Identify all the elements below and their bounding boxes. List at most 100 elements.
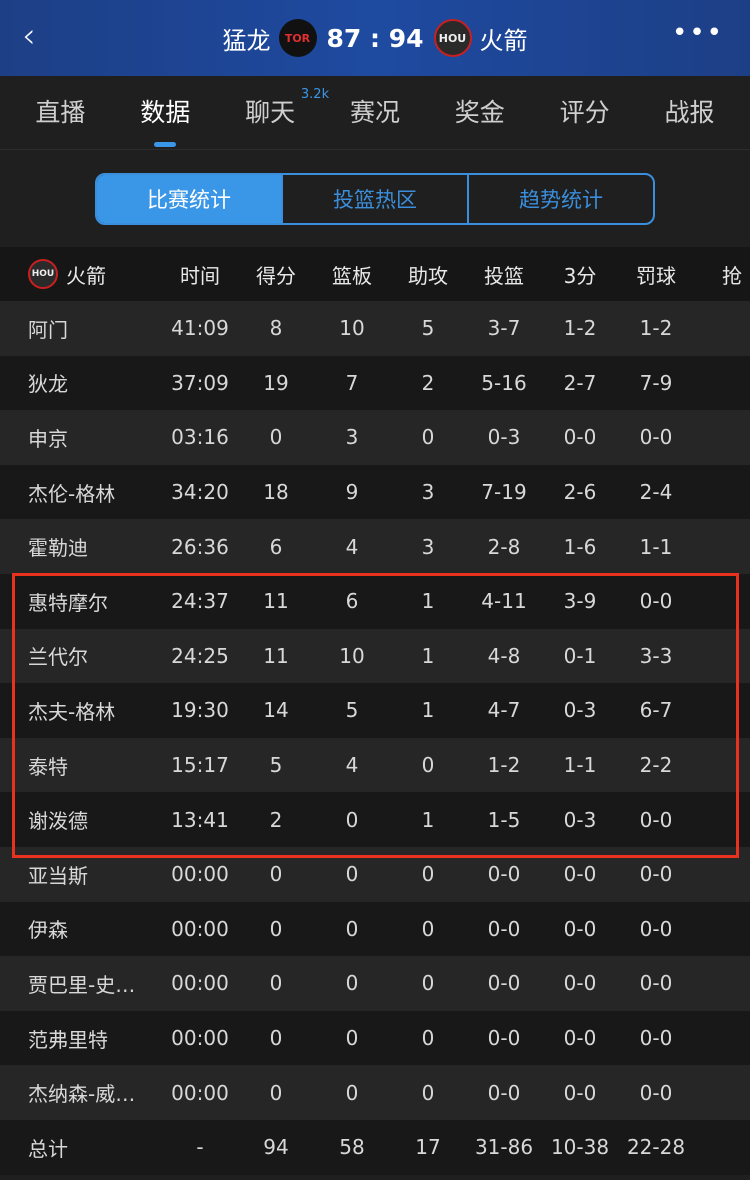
tab-2[interactable]: 聊天 3.2k — [245, 87, 329, 133]
stat-cell: 4 — [314, 737, 390, 793]
column-header[interactable]: 篮板 — [314, 247, 390, 301]
stat-cell: 9 — [314, 464, 390, 520]
table-row[interactable]: 申京 03:16 0 3 0 0-3 0-0 0-0 — [0, 410, 750, 465]
column-header[interactable]: 抢 — [694, 247, 750, 301]
stat-cell: 19:30 — [162, 683, 238, 738]
tab-label: 奖金 — [454, 97, 505, 127]
stat-cell: 00:00 — [162, 901, 238, 957]
stat-cell: 2-7 — [542, 355, 618, 411]
tab-6[interactable]: 战报 — [664, 93, 714, 133]
stat-cell: 0 — [238, 410, 314, 465]
segment-1[interactable]: 投篮热区 — [281, 174, 467, 223]
segment-0[interactable]: 比赛统计 — [97, 174, 281, 223]
chevron-left-icon[interactable]: ‹ — [22, 16, 36, 56]
stat-cell: 1-2 — [542, 301, 618, 356]
stat-cell: 0-3 — [542, 683, 618, 738]
stat-cell: 1-5 — [466, 792, 542, 847]
stat-cell: 41:09 — [162, 301, 238, 356]
segment-2[interactable]: 趋势统计 — [467, 174, 653, 223]
stats-segmented-control: 比赛统计 投篮热区 趋势统计 — [95, 172, 655, 225]
column-header[interactable]: 时间 — [162, 247, 238, 301]
stat-cell: 0 — [390, 956, 466, 1011]
chat-count-badge: 3.2k — [300, 86, 330, 102]
table-row[interactable]: 泰特 15:17 5 4 0 1-2 1-1 2-2 — [0, 737, 750, 793]
stat-cell: 0 — [390, 846, 466, 902]
stat-cell: 2-8 — [466, 519, 542, 574]
player-name: 申京 — [0, 410, 162, 465]
tab-label: 战报 — [664, 97, 715, 127]
stat-cell: 13:41 — [162, 792, 238, 847]
tab-0[interactable]: 直播 — [35, 93, 85, 133]
table-row[interactable]: 阿门 41:09 8 10 5 3-7 1-2 1-2 — [0, 301, 750, 356]
stat-cell: 1-2 — [466, 737, 542, 793]
stat-cell: 0 — [390, 1065, 466, 1120]
column-header[interactable]: 助攻 — [390, 247, 466, 301]
stat-cell: 1-2 — [618, 301, 694, 356]
stat-cell: 3-9 — [542, 573, 618, 629]
tab-label: 聊天 — [245, 97, 296, 127]
column-header[interactable]: 罚球 — [618, 247, 694, 301]
stat-cell: 0 — [238, 1010, 314, 1066]
table-row[interactable]: 亚当斯 00:00 0 0 0 0-0 0-0 0-0 — [0, 846, 750, 902]
tab-label: 赛况 — [349, 97, 400, 127]
stat-cell: 0-0 — [542, 956, 618, 1011]
table-row[interactable]: 杰纳森-威… 00:00 0 0 0 0-0 0-0 0-0 — [0, 1065, 750, 1120]
player-name: 伊森 — [0, 901, 162, 957]
stat-cell: 0-0 — [542, 1065, 618, 1120]
stat-cell: - — [162, 1119, 238, 1175]
score: 87 : 94 — [326, 23, 424, 53]
more-dots-icon[interactable]: ••• — [671, 18, 724, 48]
tab-5[interactable]: 评分 — [560, 93, 610, 133]
player-name: 杰夫-格林 — [0, 683, 162, 738]
home-team-logo: TOR — [278, 19, 317, 57]
table-row[interactable]: 惠特摩尔 24:37 11 6 1 4-11 3-9 0-0 — [0, 573, 750, 629]
table-row[interactable]: 伊森 00:00 0 0 0 0-0 0-0 0-0 — [0, 901, 750, 957]
column-header[interactable]: 得分 — [238, 247, 314, 301]
stat-cell: 3 — [390, 519, 466, 574]
stat-cell: 0-0 — [466, 1065, 542, 1120]
main-tabs: 直播 数据 聊天 3.2k 赛况 奖金 评分 战报 — [0, 76, 750, 150]
stat-cell: 00:00 — [162, 846, 238, 902]
stat-cell: 0 — [314, 792, 390, 847]
column-header[interactable]: 投篮 — [466, 247, 542, 301]
stat-cell: 0-0 — [618, 956, 694, 1011]
stat-cell: 00:00 — [162, 1065, 238, 1120]
team-logo: HOU — [28, 259, 58, 289]
totals-row[interactable]: 总计 -94 58 17 31-86 10-38 22-28 — [0, 1119, 750, 1175]
stat-cell: 1 — [390, 792, 466, 847]
stat-cell: 58 — [314, 1119, 390, 1175]
stat-cell: 2-4 — [618, 464, 694, 520]
stat-cell: 0 — [314, 901, 390, 957]
tab-3[interactable]: 赛况 — [350, 93, 400, 133]
stat-cell: 7-19 — [466, 464, 542, 520]
stat-cell: 1-1 — [618, 519, 694, 574]
stat-cell: 3 — [390, 464, 466, 520]
table-row[interactable]: 杰伦-格林 34:20 18 9 3 7-19 2-6 2-4 — [0, 464, 750, 520]
column-header[interactable]: 3分 — [542, 247, 618, 301]
player-name: 狄龙 — [0, 355, 162, 411]
tab-1[interactable]: 数据 — [140, 93, 190, 147]
table-row[interactable]: 杰夫-格林 19:30 14 5 1 4-7 0-3 6-7 — [0, 683, 750, 738]
player-name: 总计 — [0, 1119, 162, 1175]
table-row[interactable]: 狄龙 37:09 19 7 2 5-16 2-7 7-9 — [0, 355, 750, 411]
stat-cell: 0 — [314, 846, 390, 902]
tab-4[interactable]: 奖金 — [455, 93, 505, 133]
table-row[interactable]: 范弗里特 00:00 0 0 0 0-0 0-0 0-0 — [0, 1010, 750, 1066]
stat-cell: 22-28 — [618, 1119, 694, 1175]
stat-cell: 11 — [238, 573, 314, 629]
stat-cell: 10-38 — [542, 1119, 618, 1175]
stat-cell: 0-0 — [618, 792, 694, 847]
table-row[interactable]: 霍勒迪 26:36 6 4 3 2-8 1-6 1-1 — [0, 519, 750, 574]
stat-cell: 0-0 — [618, 573, 694, 629]
stat-cell: 15:17 — [162, 737, 238, 793]
stat-cell: 1-1 — [542, 737, 618, 793]
player-name: 霍勒迪 — [0, 519, 162, 574]
player-name: 谢泼德 — [0, 792, 162, 847]
table-row[interactable]: 谢泼德 13:41 2 0 1 1-5 0-3 0-0 — [0, 792, 750, 847]
stat-cell: 0 — [314, 956, 390, 1011]
stat-cell: 0-0 — [466, 901, 542, 957]
stat-cell: 0-3 — [466, 410, 542, 465]
stat-cell: 10 — [314, 628, 390, 684]
table-row[interactable]: 兰代尔 24:25 11 10 1 4-8 0-1 3-3 — [0, 628, 750, 684]
table-row[interactable]: 贾巴里-史… 00:00 0 0 0 0-0 0-0 0-0 — [0, 956, 750, 1011]
